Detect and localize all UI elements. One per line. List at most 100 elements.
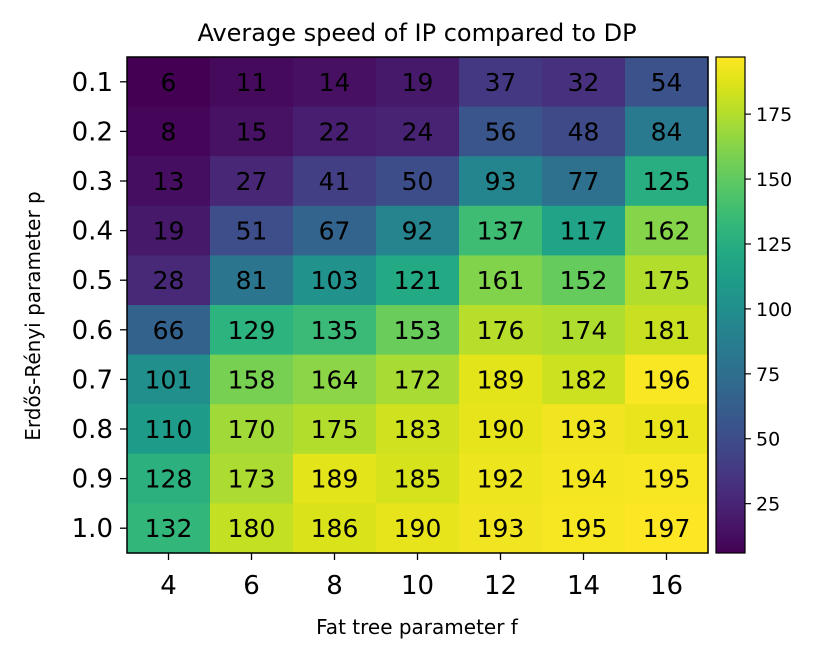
heatmap-cell bbox=[127, 404, 211, 455]
heatmap-cell bbox=[542, 255, 626, 306]
cell-value-label: 190 bbox=[477, 415, 525, 444]
cell-value-label: 175 bbox=[311, 415, 359, 444]
x-tick-label: 8 bbox=[326, 571, 343, 601]
cell-value-label: 41 bbox=[319, 167, 351, 196]
heatmap-cell bbox=[210, 106, 294, 157]
cell-value-label: 19 bbox=[402, 68, 434, 97]
cell-value-label: 15 bbox=[236, 117, 268, 146]
heatmap-cell bbox=[459, 404, 543, 455]
heatmap-cell bbox=[459, 453, 543, 504]
colorbar-tick-label: 175 bbox=[756, 104, 792, 126]
colorbar-tick-label: 50 bbox=[756, 429, 780, 451]
heatmap-cell bbox=[542, 57, 626, 108]
heatmap-cell bbox=[625, 453, 709, 504]
cell-value-label: 48 bbox=[568, 117, 600, 146]
heatmap-cell bbox=[127, 305, 211, 356]
cell-value-label: 189 bbox=[477, 365, 525, 394]
x-tick-label: 12 bbox=[484, 571, 517, 601]
heatmap-cell bbox=[625, 205, 709, 256]
y-tick-label: 0.9 bbox=[72, 465, 113, 495]
cell-value-label: 176 bbox=[477, 316, 525, 345]
heatmap-cell bbox=[459, 503, 543, 554]
heatmap-cell bbox=[542, 106, 626, 157]
cell-value-label: 186 bbox=[311, 514, 359, 543]
heatmap-cell bbox=[459, 255, 543, 306]
x-axis-label: Fat tree parameter f bbox=[316, 615, 519, 639]
cell-value-label: 13 bbox=[153, 167, 185, 196]
cell-value-label: 153 bbox=[394, 316, 442, 345]
heatmap-cell bbox=[625, 305, 709, 356]
y-tick-label: 0.1 bbox=[72, 68, 113, 98]
cell-value-label: 174 bbox=[560, 316, 608, 345]
cell-value-label: 182 bbox=[560, 365, 608, 394]
cell-value-label: 193 bbox=[477, 514, 525, 543]
heatmap-cell bbox=[542, 354, 626, 405]
heatmap-cell bbox=[376, 305, 460, 356]
heatmap-cell bbox=[293, 205, 377, 256]
heatmap-cell bbox=[625, 503, 709, 554]
cell-value-label: 81 bbox=[236, 266, 268, 295]
cell-value-label: 152 bbox=[560, 266, 608, 295]
heatmap-cell bbox=[376, 205, 460, 256]
cell-value-label: 137 bbox=[477, 217, 525, 246]
heatmap-cell bbox=[210, 453, 294, 504]
cell-value-label: 164 bbox=[311, 365, 359, 394]
heatmap-cell bbox=[127, 354, 211, 405]
cell-value-label: 173 bbox=[228, 465, 276, 494]
y-tick-label: 0.3 bbox=[72, 167, 113, 197]
colorbar bbox=[715, 56, 746, 554]
heatmap-cell bbox=[376, 404, 460, 455]
heatmap-cell bbox=[293, 106, 377, 157]
y-axis-ticks: 0.1 0.2 0.3 0.4 0.5 0.6 0.7 0.8 0.9 1.0 bbox=[72, 68, 127, 544]
x-tick-label: 6 bbox=[243, 571, 260, 601]
cell-value-label: 54 bbox=[651, 68, 683, 97]
cell-value-label: 22 bbox=[319, 117, 351, 146]
colorbar-tick-label: 25 bbox=[756, 494, 780, 516]
cell-value-label: 8 bbox=[161, 117, 177, 146]
cell-value-label: 194 bbox=[560, 465, 608, 494]
heatmap-cell bbox=[376, 255, 460, 306]
cell-value-label: 195 bbox=[560, 514, 608, 543]
cell-value-label: 101 bbox=[145, 365, 193, 394]
cell-value-label: 189 bbox=[311, 465, 359, 494]
heatmap-cell bbox=[625, 156, 709, 207]
cell-value-label: 132 bbox=[145, 514, 193, 543]
heatmap-cells bbox=[127, 57, 709, 554]
heatmap-cell bbox=[293, 255, 377, 306]
cell-value-label: 193 bbox=[560, 415, 608, 444]
cell-value-label: 37 bbox=[485, 68, 517, 97]
cell-value-label: 129 bbox=[228, 316, 276, 345]
heatmap-cell bbox=[376, 156, 460, 207]
cell-value-label: 191 bbox=[643, 415, 691, 444]
cell-value-label: 67 bbox=[319, 217, 351, 246]
cell-value-label: 185 bbox=[394, 465, 442, 494]
heatmap-cell bbox=[210, 57, 294, 108]
cell-value-label: 161 bbox=[477, 266, 525, 295]
cell-value-label: 181 bbox=[643, 316, 691, 345]
colorbar-tick-label: 100 bbox=[756, 299, 792, 321]
heatmap-cell bbox=[625, 57, 709, 108]
heatmap-cell bbox=[459, 106, 543, 157]
cell-value-label: 6 bbox=[161, 68, 177, 97]
heatmap-cell bbox=[376, 57, 460, 108]
heatmap-cell bbox=[376, 453, 460, 504]
cell-value-label: 190 bbox=[394, 514, 442, 543]
x-tick-label: 16 bbox=[650, 571, 683, 601]
cell-value-label: 175 bbox=[643, 266, 691, 295]
cell-value-label: 66 bbox=[153, 316, 185, 345]
cell-value-label: 50 bbox=[402, 167, 434, 196]
cell-value-label: 192 bbox=[477, 465, 525, 494]
cell-value-label: 93 bbox=[485, 167, 517, 196]
cell-value-label: 27 bbox=[236, 167, 268, 196]
cell-value-label: 196 bbox=[643, 365, 691, 394]
colorbar-ticks: 25 50 75 100 125 150 175 bbox=[745, 104, 792, 516]
cell-value-label: 180 bbox=[228, 514, 276, 543]
y-tick-label: 0.4 bbox=[72, 217, 113, 247]
heatmap-cell bbox=[459, 305, 543, 356]
cell-value-label: 183 bbox=[394, 415, 442, 444]
heatmap-cell bbox=[293, 503, 377, 554]
colorbar-tick-label: 125 bbox=[756, 234, 792, 256]
heatmap-cell bbox=[459, 354, 543, 405]
heatmap-cell bbox=[210, 205, 294, 256]
